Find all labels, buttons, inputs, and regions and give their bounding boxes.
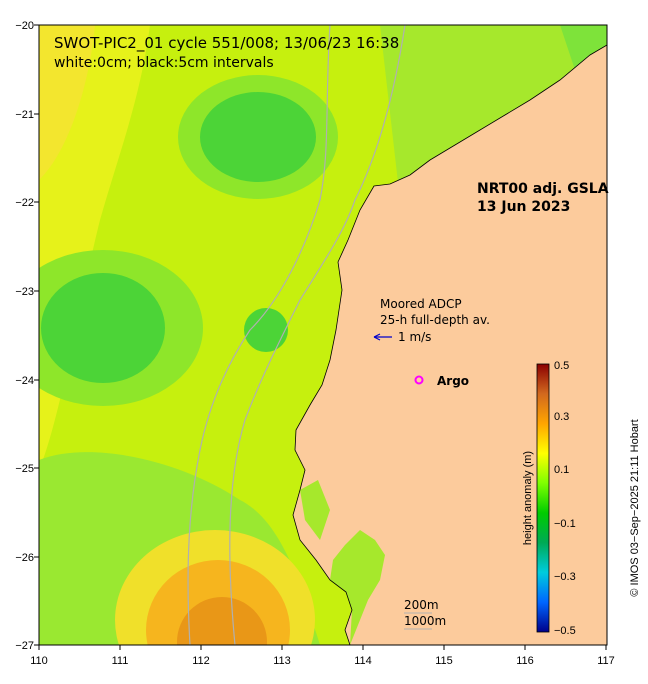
x-tick-label: 112 — [192, 655, 210, 667]
map-plot-area — [39, 25, 607, 645]
map-title: SWOT-PIC2_01 cycle 551/008; 13/06/23 16:… — [54, 34, 399, 53]
north-eddy-inner — [200, 92, 316, 182]
adcp-scale-arrow — [373, 333, 392, 341]
x-tick-label: 111 — [112, 655, 129, 667]
y-tick-label: −24 — [15, 375, 34, 387]
product-date: 13 Jun 2023 — [477, 199, 570, 215]
argo-label: Argo — [437, 374, 469, 388]
colorbar-ticks: 0.5 0.3 0.1 −0.1 −0.3 −0.5 — [554, 360, 576, 637]
y-tick-label: −27 — [15, 640, 34, 652]
x-tick-label: 117 — [597, 655, 615, 667]
south-anomaly-core — [177, 597, 267, 645]
x-tick-label: 113 — [273, 655, 291, 667]
colorbar-tick: 0.3 — [554, 411, 569, 423]
x-tick-label: 114 — [354, 655, 372, 667]
isobath-1000m — [187, 25, 331, 645]
shark-bay-water — [300, 480, 330, 540]
colorbar-tick: −0.1 — [554, 518, 576, 530]
y-tick-label: −22 — [15, 197, 34, 209]
isobath-label-1000m: 1000m — [404, 614, 446, 628]
northwest-positive-anomaly — [39, 25, 95, 180]
x-tick-marks — [38, 645, 607, 650]
y-tick-marks — [34, 24, 39, 646]
colorbar-tick: −0.5 — [554, 625, 576, 637]
argo-marker-icon — [414, 375, 424, 385]
x-tick-label: 115 — [435, 655, 453, 667]
x-tick-label: 116 — [516, 655, 534, 667]
colorbar-label: height anomaly (m) — [522, 451, 534, 545]
adcp-sublabel: 25-h full-depth av. — [380, 313, 490, 327]
colorbar-tick: −0.3 — [554, 571, 576, 583]
y-tick-label: −26 — [15, 552, 34, 564]
plot-frame — [38, 24, 608, 646]
colorbar-tick: 0.5 — [554, 360, 569, 372]
y-axis: −20 −21 −22 −23 −24 −25 −26 −27 — [15, 20, 39, 652]
australia-landmass — [293, 25, 607, 645]
isobath-label-200m: 200m — [404, 598, 439, 612]
coastline — [292, 44, 607, 645]
credit-text: © IMOS 03−Sep−2025 21:11 Hobart — [629, 419, 641, 596]
x-axis: 110 111 112 113 114 115 116 117 — [30, 645, 615, 667]
colorbar-tick: 0.1 — [554, 464, 569, 476]
colorbar — [536, 363, 550, 633]
y-tick-label: −25 — [15, 463, 34, 475]
gulf-water — [330, 530, 385, 645]
y-tick-label: −23 — [15, 286, 34, 298]
central-eddy — [244, 308, 288, 352]
y-tick-label: −20 — [15, 20, 34, 32]
isobath-200m — [229, 25, 406, 645]
product-label: NRT00 adj. GSLA — [477, 181, 609, 197]
west-eddy-inner — [41, 273, 165, 383]
adcp-scale-label: 1 m/s — [398, 330, 431, 344]
map-subtitle: white:0cm; black:5cm intervals — [54, 55, 274, 71]
x-tick-label: 110 — [30, 655, 48, 667]
adcp-label: Moored ADCP — [380, 297, 462, 311]
y-tick-label: −21 — [15, 109, 34, 121]
